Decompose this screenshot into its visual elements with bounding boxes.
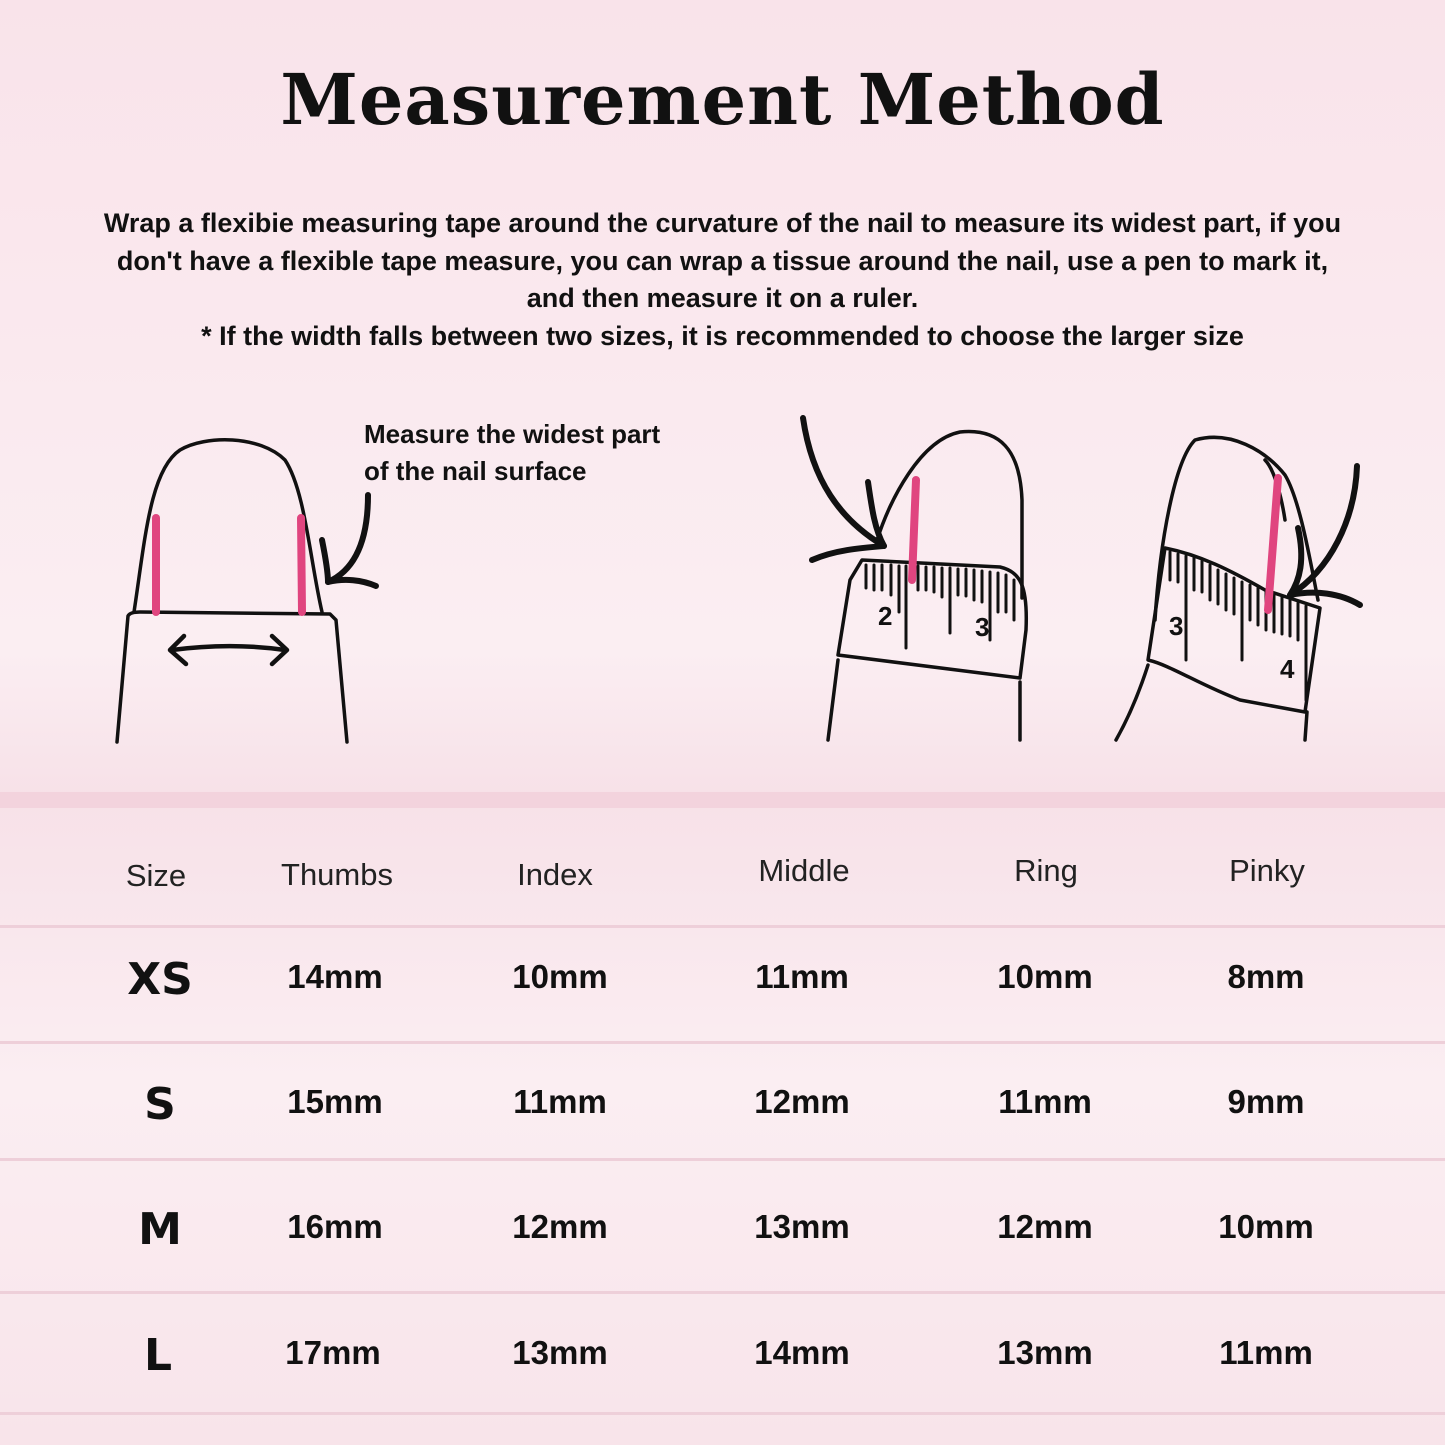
curved-arrow-icon	[1287, 463, 1363, 608]
table-cell: 13mm	[512, 1334, 608, 1371]
header-index: Index	[517, 857, 593, 892]
row-divider	[0, 1412, 1445, 1415]
recommendation-note: * If the width falls between two sizes, …	[201, 320, 1244, 351]
table-cell: 12mm	[512, 1208, 608, 1245]
finger-ruler-view-1	[800, 415, 1029, 742]
table-cell: 14mm	[287, 958, 383, 995]
curved-arrow-icon	[800, 415, 887, 563]
ruler-label: 3	[1169, 611, 1183, 641]
instruction-line: Wrap a flexibie measuring tape around th…	[103, 208, 1342, 238]
table-cell: 17mm	[285, 1334, 381, 1371]
table-cell: 12mm	[997, 1208, 1093, 1245]
section-divider	[0, 792, 1445, 808]
row-divider	[0, 925, 1445, 928]
row-divider	[0, 1041, 1445, 1044]
table-cell: 11mm	[755, 958, 849, 995]
size-label: M	[138, 1204, 182, 1255]
header-thumbs: Thumbs	[281, 857, 393, 892]
nail-measurement-illustration: 2 3 3 4	[115, 415, 1363, 744]
table-cell: 13mm	[997, 1334, 1093, 1371]
ruler-label: 4	[1280, 654, 1295, 684]
table-cell: 8mm	[1227, 958, 1305, 995]
ruler-label: 3	[975, 612, 989, 642]
finger-front-view	[115, 438, 379, 744]
table-cell: 9mm	[1227, 1083, 1305, 1120]
size-label: S	[144, 1079, 176, 1130]
header-size: Size	[125, 858, 187, 893]
table-cell: 10mm	[997, 958, 1093, 995]
table-cell: 11mm	[998, 1083, 1092, 1120]
table-cell: 11mm	[513, 1083, 607, 1120]
table-cell: 10mm	[512, 958, 608, 995]
instruction-line: don't have a flexible tape measure, you …	[116, 245, 1329, 276]
curved-arrow-icon	[319, 492, 379, 589]
ruler-label: 2	[878, 601, 892, 631]
size-label: XS	[127, 954, 193, 1005]
table-cell: 14mm	[754, 1334, 850, 1371]
size-label: L	[143, 1330, 173, 1381]
row-divider	[0, 1291, 1445, 1294]
table-cell: 13mm	[754, 1208, 850, 1245]
instruction-line: and then measure it on a ruler.	[526, 283, 919, 313]
instructions: Wrap a flexibie measuring tape around th…	[20, 205, 1425, 355]
table-cell: 10mm	[1218, 1208, 1314, 1245]
row-divider	[0, 1158, 1445, 1161]
finger-ruler-view-2	[1114, 435, 1363, 742]
table-cell: 11mm	[1219, 1334, 1313, 1371]
header-ring: Ring	[1014, 853, 1078, 888]
header-pinky: Pinky	[1229, 853, 1305, 888]
page-title: Measurement Method	[280, 58, 1165, 141]
illustration-caption: Measure the widest part of the nail surf…	[364, 419, 661, 486]
table-cell: 15mm	[287, 1083, 383, 1120]
table-cell: 16mm	[287, 1208, 383, 1245]
header-middle: Middle	[758, 853, 850, 888]
table-cell: 12mm	[754, 1083, 850, 1120]
double-arrow-icon	[167, 633, 290, 667]
